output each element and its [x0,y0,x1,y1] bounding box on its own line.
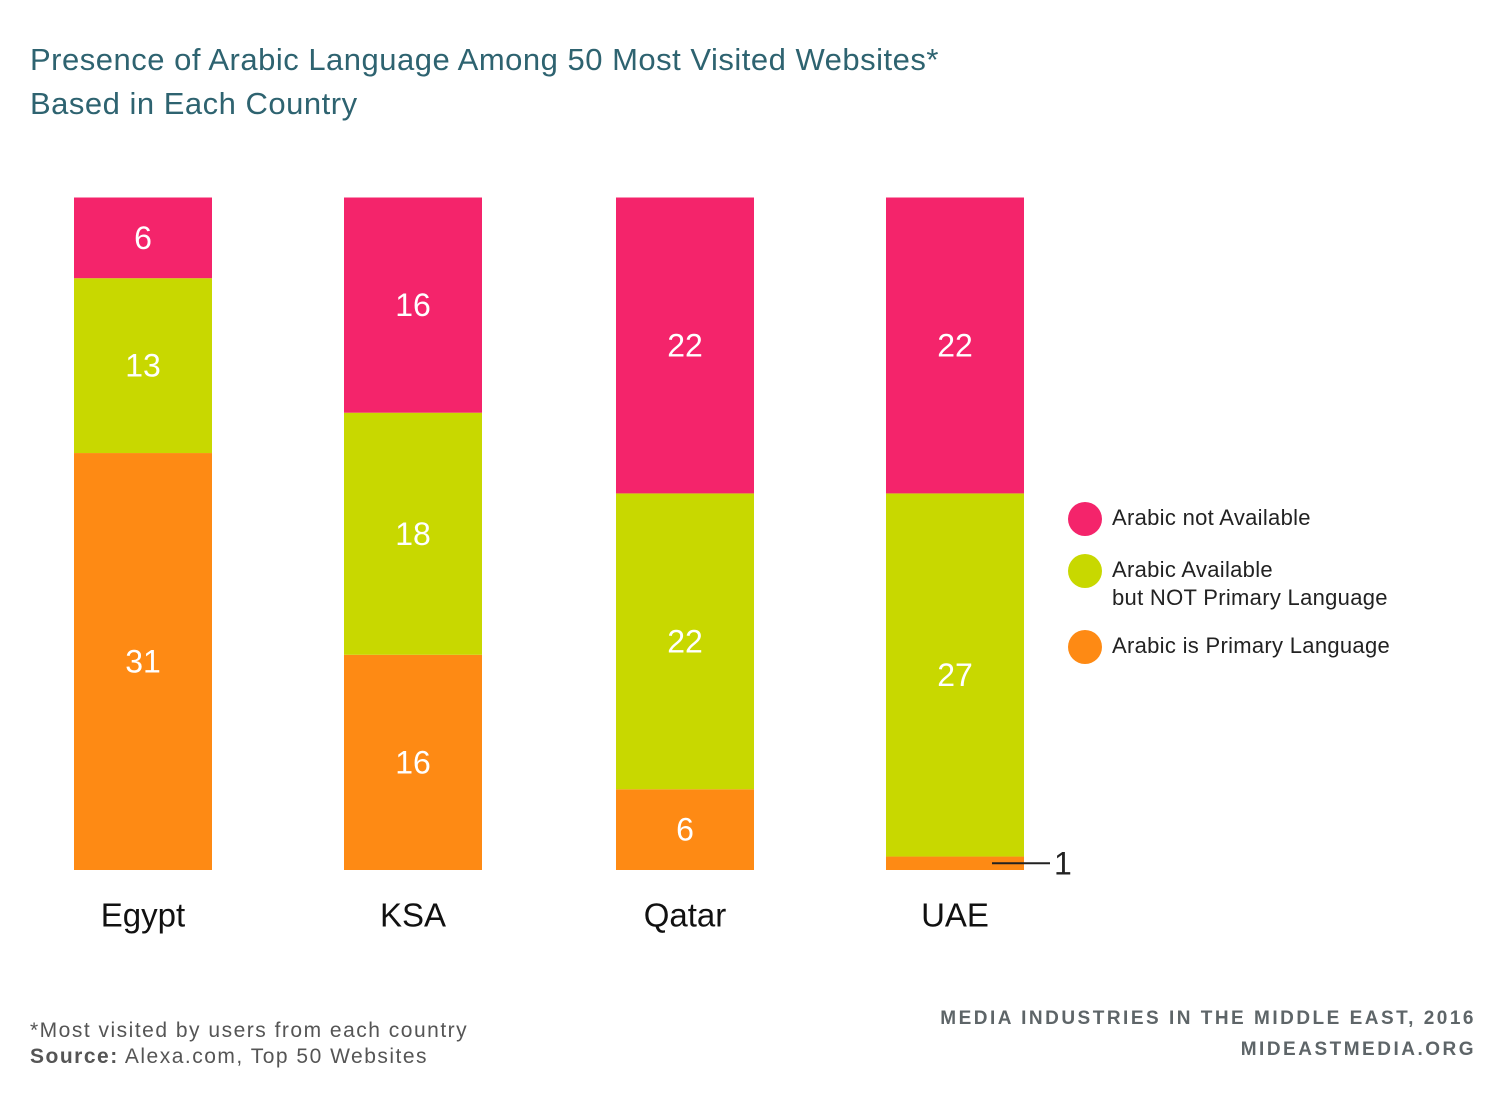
data-label-qatar-primary: 6 [676,812,694,848]
source-text: Alexa.com, Top 50 Websites [118,1045,429,1068]
source-line: Source: Alexa.com, Top 50 Websites [30,1044,468,1070]
bar-segment-uae-available-not-primary [886,493,1024,857]
footnote: *Most visited by users from each country… [30,1018,468,1070]
bar-segment-ksa-primary [344,654,482,870]
data-label-ksa-not-available: 16 [395,287,431,323]
publisher-line-2: MIDEASTMEDIA.ORG [1240,1039,1476,1060]
bar-segment-egypt-not-available [74,197,212,279]
bar-segment-ksa-available-not-primary [344,412,482,655]
bar-segment-qatar-available-not-primary [616,493,754,790]
bar-segment-egypt-available-not-primary [74,278,212,454]
legend-swatch-available-not-primary [1068,554,1102,588]
data-label-ksa-primary: 16 [395,744,431,780]
legend-item-primary: Arabic is Primary Language [1068,628,1488,664]
bar-segment-ksa-not-available [344,197,482,413]
legend-item-available-not-primary: Arabic Available but NOT Primary Languag… [1068,552,1488,612]
data-label-egypt-primary: 31 [125,644,161,680]
legend-label-available-not-primary: Arabic Available but NOT Primary Languag… [1112,557,1388,610]
bar-segment-qatar-not-available [616,197,754,494]
data-label-ksa-available-not-primary: 18 [395,516,431,552]
data-label-qatar-not-available: 22 [667,327,703,363]
chart-title: Presence of Arabic Language Among 50 Mos… [30,38,939,126]
legend-item-not-available: Arabic not Available [1068,500,1488,536]
category-label-ksa: KSA [380,897,446,934]
category-label-uae: UAE [921,897,989,934]
chart-legend: Arabic not Available Arabic Available bu… [1068,500,1488,664]
data-label-qatar-available-not-primary: 22 [667,623,703,659]
category-label-qatar: Qatar [644,897,727,934]
bar-segment-egypt-primary [74,453,212,870]
legend-label-not-available: Arabic not Available [1112,505,1311,530]
legend-label-primary: Arabic is Primary Language [1112,633,1391,658]
category-label-egypt: Egypt [101,897,185,934]
source-label: Source: [30,1045,119,1068]
bar-segment-uae-primary [886,856,1024,870]
data-label-uae-primary: 1 [1054,845,1072,881]
publisher-line-1: MEDIA INDUSTRIES IN THE MIDDLE EAST, 201… [940,1008,1476,1029]
bar-segment-qatar-primary [616,789,754,870]
legend-swatch-primary [1068,630,1102,664]
data-label-uae-available-not-primary: 27 [937,657,973,693]
bar-segment-uae-not-available [886,197,1024,494]
data-label-egypt-available-not-primary: 13 [125,348,161,384]
chart-title-line-2: Based in Each Country [30,86,358,121]
publisher-credit: MEDIA INDUSTRIES IN THE MIDDLE EAST, 201… [940,1003,1476,1065]
data-label-uae-not-available: 22 [937,327,973,363]
data-label-egypt-not-available: 6 [134,220,152,256]
legend-swatch-not-available [1068,502,1102,536]
chart-title-line-1: Presence of Arabic Language Among 50 Mos… [30,42,939,77]
footnote-text: *Most visited by users from each country [30,1019,469,1042]
